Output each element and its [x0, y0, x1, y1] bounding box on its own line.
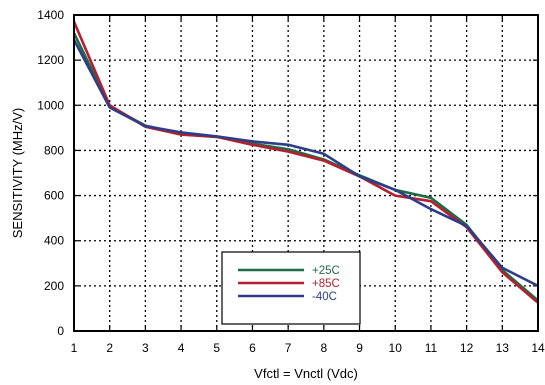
legend-label: +25C	[312, 265, 340, 277]
x-tick-label: 8	[321, 341, 328, 355]
y-tick-label: 600	[44, 189, 64, 203]
x-tick-label: 13	[496, 341, 510, 355]
x-tick-label: 3	[142, 341, 149, 355]
x-axis-title: Vfctl = Vnctl (Vdc)	[254, 366, 358, 381]
y-axis-title: SENSITIVITY (MHz/V)	[10, 108, 25, 239]
x-tick-label: 12	[460, 341, 474, 355]
y-tick-label: 1200	[37, 53, 64, 67]
x-tick-label: 11	[425, 341, 438, 355]
x-tick-label: 6	[249, 341, 256, 355]
legend-label: +85C	[312, 278, 340, 290]
legend: +25C+85C-40C	[221, 251, 361, 325]
y-tick-label: 0	[57, 324, 64, 338]
y-tick-labels: 0 200 400 600 800 1000 1200 1400	[37, 8, 64, 338]
x-tick-label: 4	[178, 341, 185, 355]
y-tick-label: 800	[44, 143, 64, 157]
x-tick-label: 2	[106, 341, 113, 355]
x-tick-label: 10	[389, 341, 403, 355]
legend-label: -40C	[312, 291, 337, 303]
y-tick-label: 200	[44, 279, 64, 293]
legend-box	[221, 251, 361, 325]
y-tick-label: 1000	[37, 98, 64, 112]
x-tick-labels: 1 2 3 4 5 6 7 8 9 10 11 12 13 14	[71, 341, 545, 355]
y-tick-label: 1400	[37, 8, 64, 22]
x-tick-label: 5	[213, 341, 220, 355]
series-line-40c	[72, 39, 539, 288]
x-tick-label: 14	[531, 341, 545, 355]
plot-frame	[73, 14, 539, 332]
series-lines	[72, 21, 539, 304]
x-tick-label: 1	[71, 341, 78, 355]
x-tick-label: 7	[285, 341, 292, 355]
x-tick-label: 9	[356, 341, 363, 355]
y-tick-label: 400	[44, 234, 64, 248]
